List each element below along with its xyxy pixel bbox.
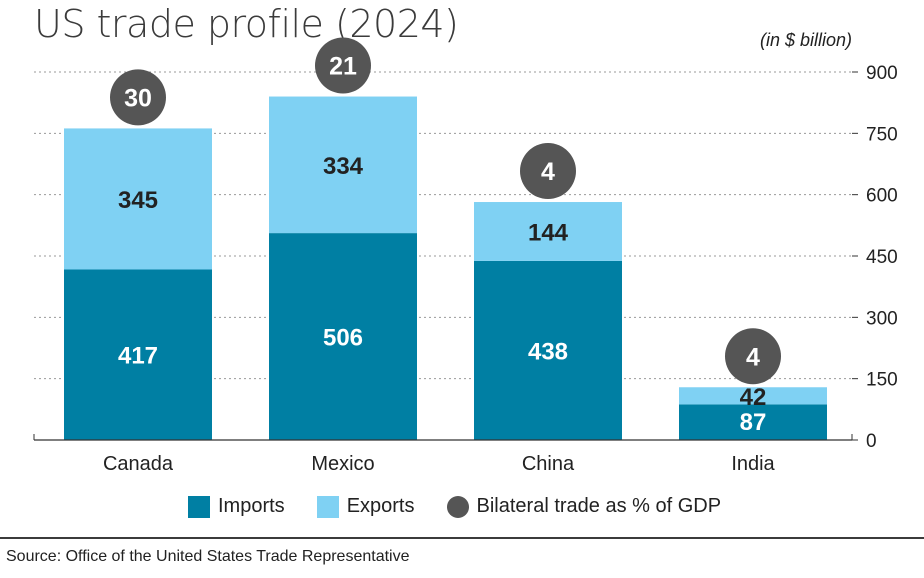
legend-swatch-exports (316, 495, 339, 518)
bar-imports-china (474, 260, 622, 440)
data-label-imports: 87 (740, 409, 767, 436)
gdp-badge-canada (110, 69, 166, 126)
x-tick-label: China (522, 453, 575, 475)
bar-imports-mexico (269, 233, 417, 440)
bar-exports-china (474, 202, 622, 261)
y-tick-label: 900 (866, 63, 898, 84)
legend-item-imports: Imports (188, 495, 285, 518)
data-label-imports: 506 (323, 325, 363, 352)
legend-label-gdp: Bilateral trade as % of GDP (476, 495, 722, 517)
data-label-imports: 438 (528, 338, 568, 365)
x-tick-label: Canada (103, 453, 174, 475)
bar-imports-canada (64, 269, 212, 440)
y-tick-label: 150 (866, 370, 898, 391)
y-tick-label: 0 (866, 431, 877, 452)
legend-swatch-gdp (446, 495, 469, 518)
legend-item-gdp: Bilateral trade as % of GDP (446, 495, 722, 518)
data-label-exports: 345 (118, 187, 158, 214)
source-note: Source: Office of the United States Trad… (6, 548, 410, 565)
gdp-badge-label: 4 (541, 158, 555, 186)
x-tick-label: India (731, 453, 775, 475)
data-label-exports: 334 (323, 153, 364, 180)
chart-title: US trade profile (2024) (34, 2, 459, 46)
legend-item-exports: Exports (316, 495, 415, 518)
legend: Imports Exports Bilateral trade as % of … (188, 495, 753, 518)
data-label-exports: 144 (528, 219, 569, 246)
footer-divider (0, 537, 924, 539)
data-label-exports: 42 (740, 384, 767, 411)
x-tick-label: Mexico (311, 453, 374, 475)
gdp-badge-label: 30 (124, 84, 152, 112)
y-tick-label: 450 (866, 247, 898, 268)
y-tick-label: 600 (866, 186, 898, 207)
bar-exports-india (679, 387, 827, 405)
gdp-badge-china (520, 143, 576, 200)
legend-label-exports: Exports (346, 495, 415, 517)
bar-exports-mexico (269, 96, 417, 234)
unit-label: (in $ billion) (759, 30, 852, 50)
bar-exports-canada (64, 128, 212, 270)
gdp-badge-mexico (315, 37, 371, 94)
gdp-badge-label: 4 (746, 343, 760, 371)
gdp-badge-label: 21 (329, 53, 357, 81)
bar-imports-india (679, 404, 827, 440)
data-label-imports: 417 (118, 343, 158, 370)
y-tick-label: 300 (866, 308, 898, 329)
gdp-badge-india (725, 328, 781, 385)
y-tick-label: 750 (866, 124, 898, 145)
legend-label-imports: Imports (218, 495, 285, 517)
legend-swatch-imports (188, 495, 210, 518)
